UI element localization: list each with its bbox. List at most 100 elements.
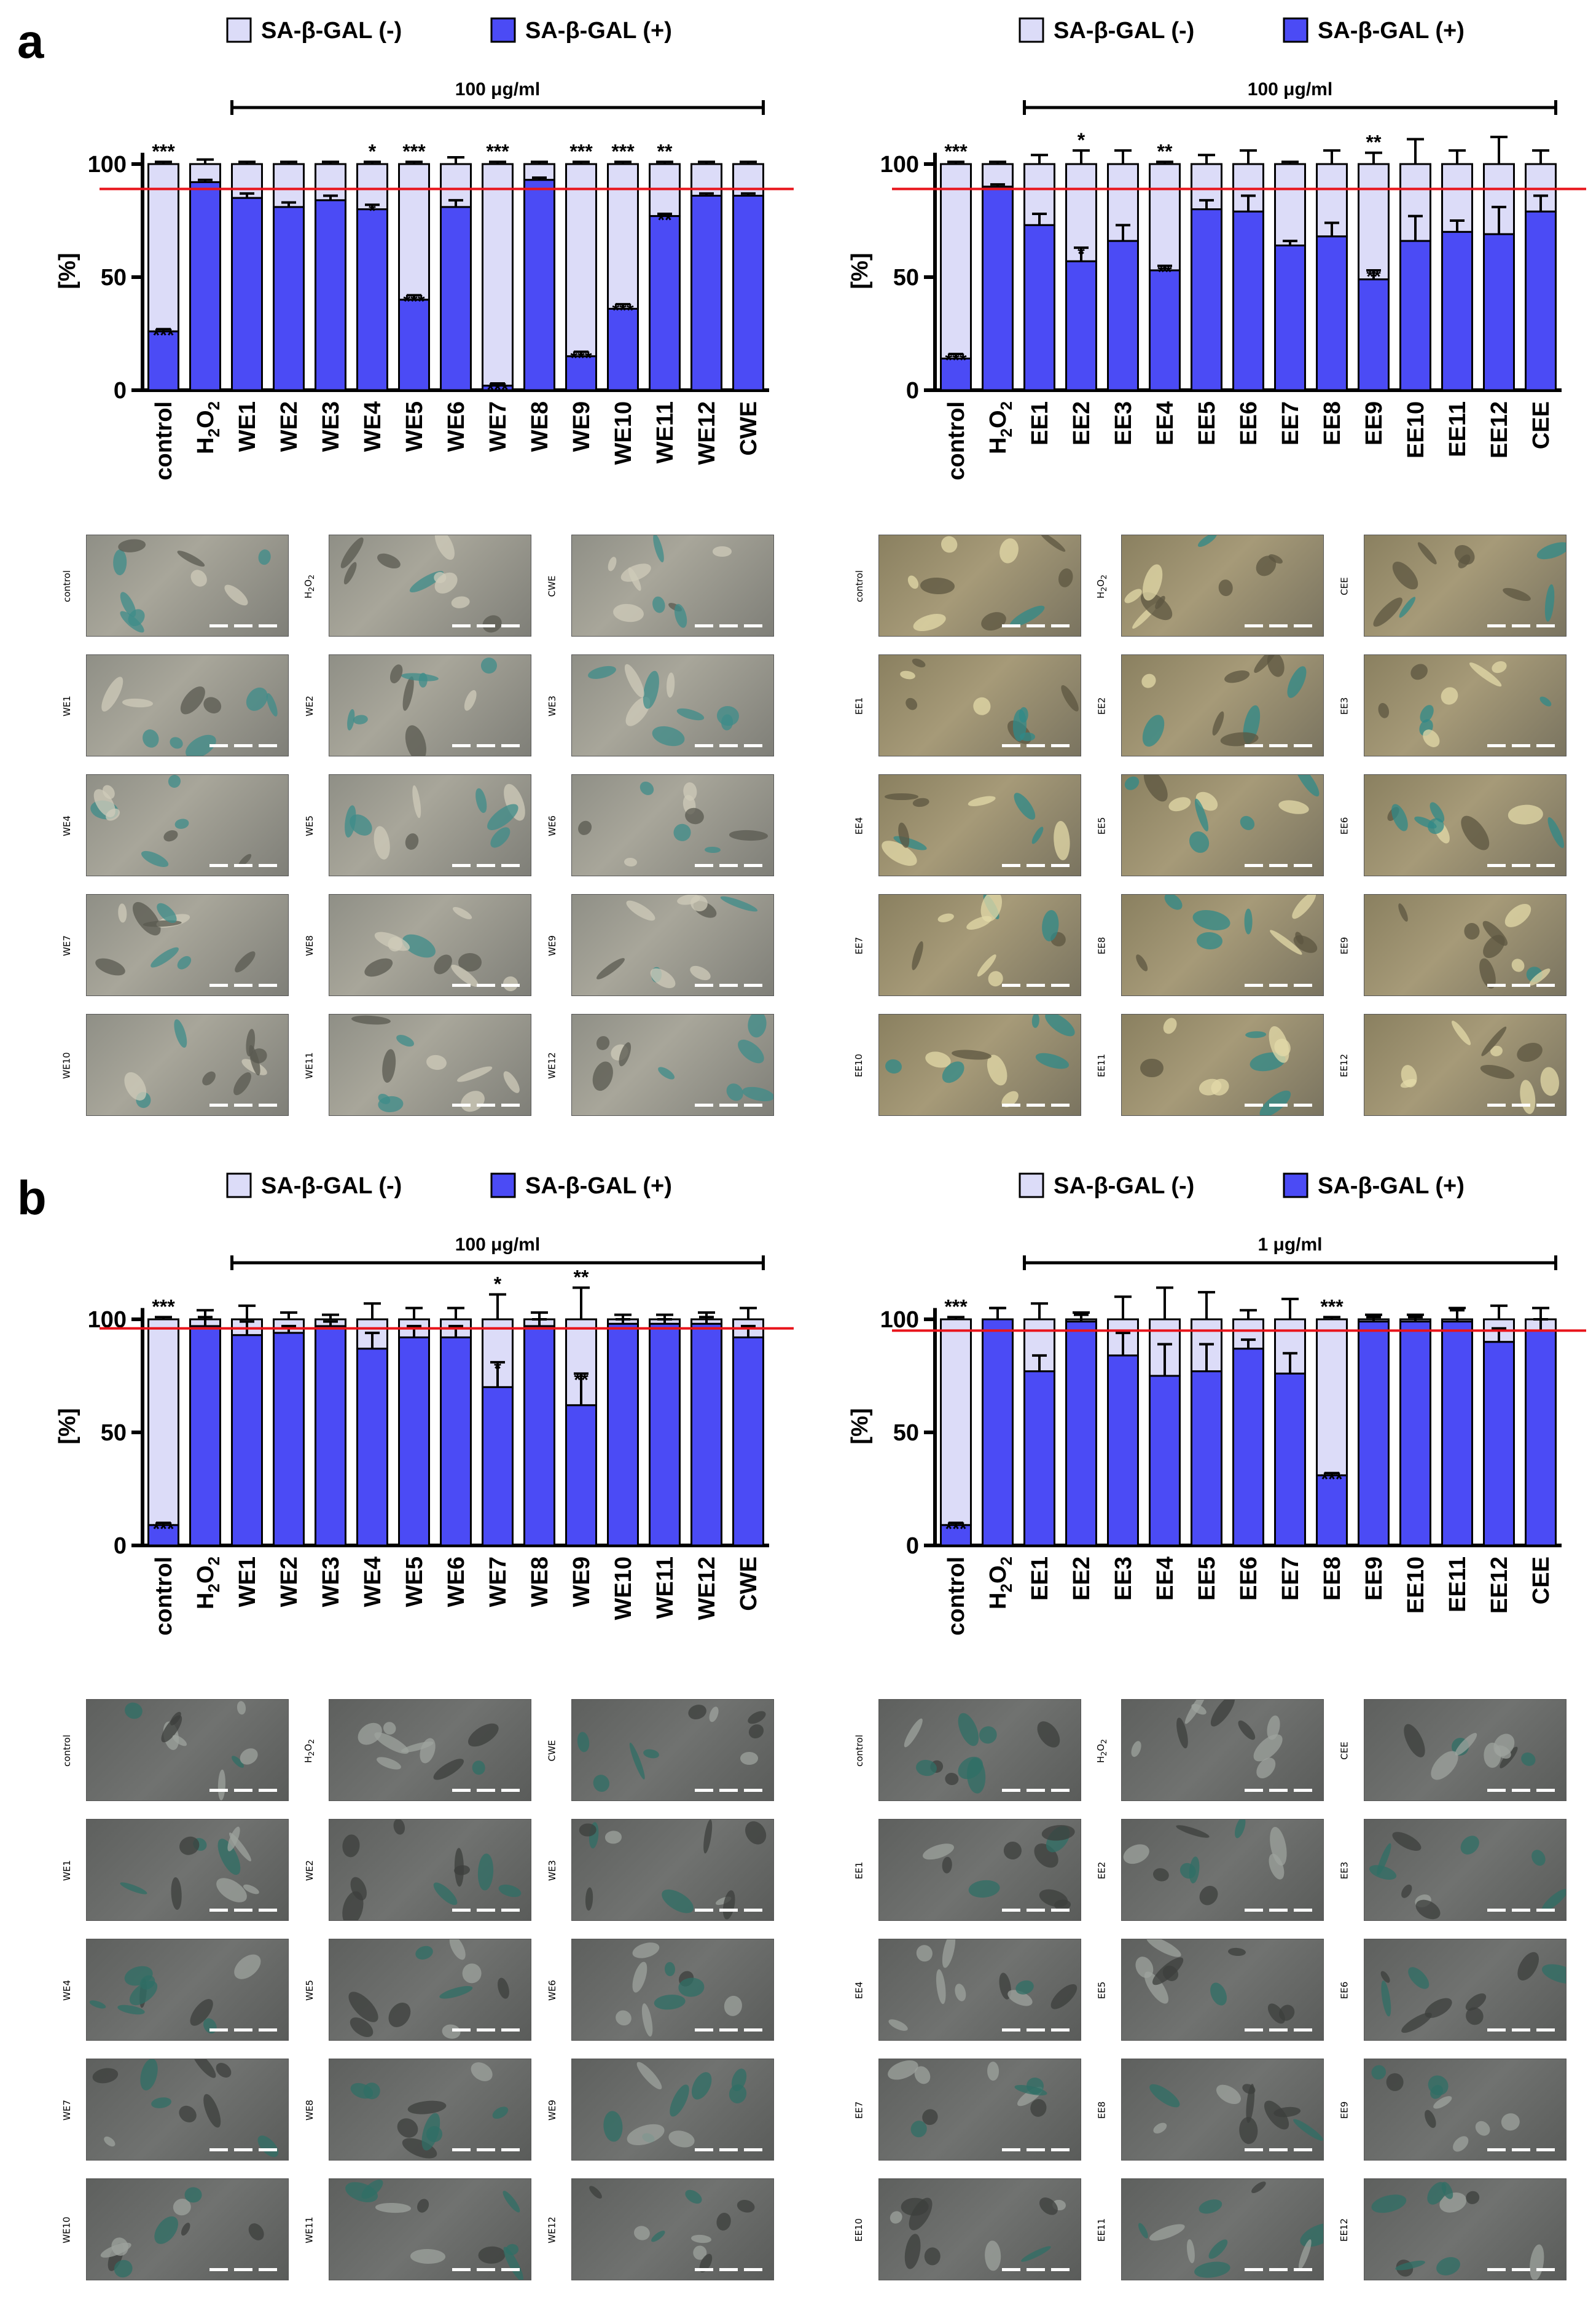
cell-blob bbox=[1149, 1953, 1187, 1989]
cell-blob bbox=[236, 1700, 246, 1715]
micrograph-WE9: WE9 bbox=[546, 894, 774, 996]
micrograph-label-text: WE4 bbox=[61, 1980, 72, 2001]
micrograph-EE4: EE4 bbox=[854, 1939, 1081, 2041]
cell-blob bbox=[987, 2061, 999, 2081]
bar-pos-EE10 bbox=[1399, 1321, 1431, 1547]
micrograph-label: EE4 bbox=[842, 775, 876, 877]
cell-blob bbox=[575, 818, 595, 838]
cell-blob bbox=[1237, 813, 1258, 833]
micrograph-label-text: EE8 bbox=[1096, 936, 1108, 955]
bar-pos-EE11 bbox=[1441, 230, 1473, 391]
micrograph-label-text: WE10 bbox=[61, 1052, 72, 1079]
cell-blob bbox=[1136, 2221, 1150, 2240]
cell-blob bbox=[941, 1856, 953, 1874]
cell-blob bbox=[430, 1878, 461, 1909]
scale-bar bbox=[695, 624, 762, 627]
micrograph-label: WE5 bbox=[292, 775, 326, 877]
legend-swatch-neg bbox=[1019, 1172, 1044, 1198]
legend-label-pos: SA-β-GAL (+) bbox=[525, 1173, 672, 1199]
concentration-label: 100 μg/ml bbox=[1248, 79, 1332, 100]
micrograph-EE10: EE10 bbox=[853, 2178, 1081, 2280]
scale-bar bbox=[695, 744, 762, 747]
x-tick-label-EE9: EE9 bbox=[1361, 401, 1387, 446]
cell-blob bbox=[735, 2198, 756, 2215]
scale-bar bbox=[1245, 744, 1312, 747]
cell-blob bbox=[1147, 2221, 1187, 2245]
micrograph-label-text: WE2 bbox=[303, 1860, 315, 1881]
cell-blob bbox=[1227, 1947, 1246, 1957]
x-tick-label-EE8: EE8 bbox=[1320, 1557, 1345, 1601]
scale-bar bbox=[452, 624, 520, 627]
micrograph-label: WE11 bbox=[292, 2179, 326, 2281]
x-tick-label-EE11: EE11 bbox=[1445, 1557, 1471, 1612]
cell-blob bbox=[1255, 1086, 1295, 1115]
cell-blob bbox=[229, 1949, 265, 1984]
micrograph-EE12: EE12 bbox=[1339, 2178, 1566, 2280]
x-tick-label-CEE: CEE bbox=[1528, 1557, 1554, 1604]
sig-bar-EE8: *** bbox=[1321, 1469, 1342, 1490]
scale-bar bbox=[1487, 624, 1555, 627]
bar-pos-WE1 bbox=[231, 1334, 263, 1547]
scale-bar bbox=[1002, 2028, 1070, 2032]
cell-blob bbox=[651, 595, 667, 614]
x-tick-label-WE5: WE5 bbox=[402, 1557, 428, 1607]
y-axis-label: [%] bbox=[55, 1408, 80, 1444]
cell-blob bbox=[1196, 931, 1223, 950]
micrograph-label: WE3 bbox=[535, 655, 569, 757]
cell-blob bbox=[1146, 2080, 1183, 2111]
bar-pos-WE7 bbox=[482, 1386, 514, 1547]
micrograph-label-text: WE12 bbox=[546, 2216, 558, 2244]
micrograph-control: control bbox=[854, 535, 1081, 637]
legend-label-pos: SA-β-GAL (+) bbox=[1318, 18, 1465, 44]
bar-pos-control bbox=[147, 330, 179, 391]
cell-blob bbox=[401, 723, 430, 756]
bar-pos-CEE bbox=[1525, 210, 1557, 391]
cell-blob bbox=[920, 576, 955, 595]
bar-pos-EE12 bbox=[1483, 233, 1515, 391]
cell-blob bbox=[221, 581, 251, 609]
scale-bar bbox=[1487, 2268, 1555, 2271]
micrograph-WE2: WE2 bbox=[303, 654, 531, 756]
x-tick-label-WE5: WE5 bbox=[402, 401, 428, 452]
micrograph-label: EE3 bbox=[1328, 1820, 1361, 1922]
cell-blob bbox=[707, 1705, 721, 1724]
cell-blob bbox=[1223, 668, 1251, 685]
cell-blob bbox=[1151, 2120, 1169, 2136]
cell-blob bbox=[887, 2017, 910, 2033]
sig-top-WE9: *** bbox=[569, 140, 593, 162]
cell-blob bbox=[664, 1961, 676, 1977]
x-tick-label-H2O2: H2O2 bbox=[985, 401, 1015, 454]
bar-pos-WE6 bbox=[440, 1336, 472, 1547]
cell-blob bbox=[171, 1018, 190, 1050]
cell-blob bbox=[650, 723, 687, 750]
cell-blob bbox=[1213, 2081, 1245, 2108]
cell-blob bbox=[162, 828, 180, 844]
x-tick-label-WE9: WE9 bbox=[569, 1557, 595, 1607]
micrograph-label-text: H2O2 bbox=[1095, 574, 1108, 599]
cell-blob bbox=[1433, 2254, 1463, 2279]
scale-bar bbox=[1487, 2148, 1555, 2151]
bar-neg-WE12 bbox=[690, 163, 722, 197]
bar-pos-EE7 bbox=[1274, 1372, 1306, 1547]
cell-blob bbox=[944, 1772, 960, 1786]
cell-blob bbox=[212, 1873, 251, 1908]
x-tick-label-EE2: EE2 bbox=[1069, 401, 1095, 446]
bar-pos-EE5 bbox=[1191, 208, 1222, 391]
cell-blob bbox=[372, 825, 393, 862]
sig-bar-control: *** bbox=[945, 1519, 966, 1539]
cell-blob bbox=[1509, 956, 1527, 975]
micrograph-label: WE11 bbox=[292, 1015, 326, 1117]
y-tick-label: 0 bbox=[114, 378, 127, 404]
bar-pos-WE2 bbox=[273, 1332, 305, 1547]
cell-blob bbox=[1456, 811, 1495, 855]
bar-pos-WE3 bbox=[315, 1325, 346, 1547]
scale-bar bbox=[1245, 2028, 1312, 2032]
micrograph-label: WE10 bbox=[50, 1015, 84, 1117]
cell-blob bbox=[1423, 2071, 1452, 2100]
micrograph-label: CWE bbox=[535, 1700, 569, 1802]
x-tick-label-EE11: EE11 bbox=[1445, 401, 1471, 457]
cell-blob bbox=[1186, 828, 1213, 857]
scale-bar bbox=[1002, 984, 1070, 987]
cell-blob bbox=[939, 1939, 958, 1969]
cell-blob bbox=[901, 2197, 929, 2216]
